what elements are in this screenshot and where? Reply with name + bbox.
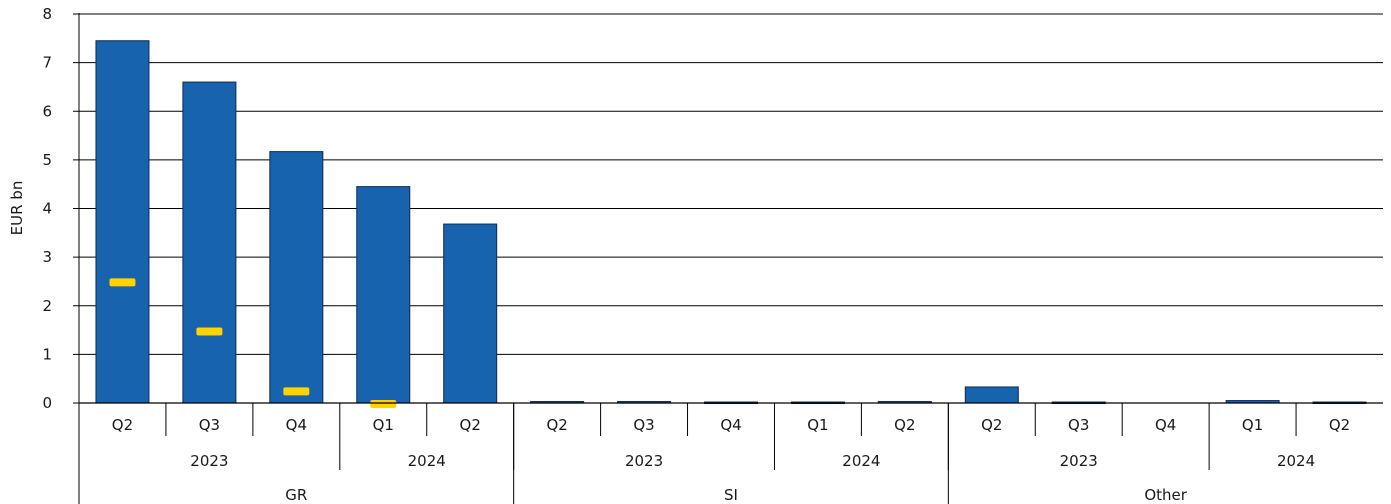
quarter-label: Q2 [460, 416, 481, 434]
y-tick-label: 6 [42, 102, 52, 120]
y-axis-ticks: 0 1 2 3 4 5 6 7 8 [42, 5, 80, 504]
marker [196, 327, 223, 336]
quarter-label: Q3 [633, 416, 654, 434]
group-label: SI [724, 486, 738, 504]
quarter-label: Q2 [1329, 416, 1350, 434]
quarter-label: Q4 [286, 416, 307, 434]
bar [95, 40, 150, 404]
marker-series [109, 278, 397, 408]
quarter-label: Q1 [807, 416, 828, 434]
y-tick-label: 0 [42, 394, 52, 412]
bar [269, 151, 324, 404]
year-label: 2024 [842, 452, 880, 470]
year-label: 2023 [190, 452, 228, 470]
x-axis: Q2 Q3 Q4 Q1 Q2 Q2 Q3 Q4 Q1 Q2 Q2 Q3 Q4 Q1 Q2 2023 2024 20… [79, 402, 1383, 504]
quarter-label: Q3 [199, 416, 220, 434]
group-label: GR [285, 486, 307, 504]
group-label: Other [1144, 486, 1187, 504]
y-axis-label: EUR bn [8, 181, 26, 236]
year-label: 2024 [408, 452, 446, 470]
quarter-label: Q4 [720, 416, 741, 434]
quarter-label: Q2 [546, 416, 567, 434]
year-label: 2023 [1060, 452, 1098, 470]
bar [964, 386, 1019, 404]
y-tick-label: 7 [42, 54, 52, 72]
quarter-label: Q1 [373, 416, 394, 434]
quarter-label: Q3 [1068, 416, 1089, 434]
y-tick-label: 3 [42, 248, 52, 266]
y-tick-label: 2 [42, 297, 52, 315]
year-label: 2023 [625, 452, 663, 470]
year-label: 2024 [1277, 452, 1315, 470]
y-tick-label: 1 [42, 345, 52, 363]
marker [109, 278, 136, 287]
quarter-label: Q2 [894, 416, 915, 434]
quarter-label: Q2 [981, 416, 1002, 434]
quarter-label: Q2 [112, 416, 133, 434]
y-tick-label: 8 [42, 5, 52, 23]
marker [370, 399, 397, 408]
bar [443, 223, 498, 404]
y-tick-label: 4 [42, 200, 52, 218]
bar [182, 81, 237, 404]
y-tick-label: 5 [42, 151, 52, 169]
bar [356, 186, 411, 404]
quarter-label: Q1 [1242, 416, 1263, 434]
marker [283, 387, 310, 396]
bar-series [95, 40, 1367, 405]
quarter-label: Q4 [1155, 416, 1176, 434]
